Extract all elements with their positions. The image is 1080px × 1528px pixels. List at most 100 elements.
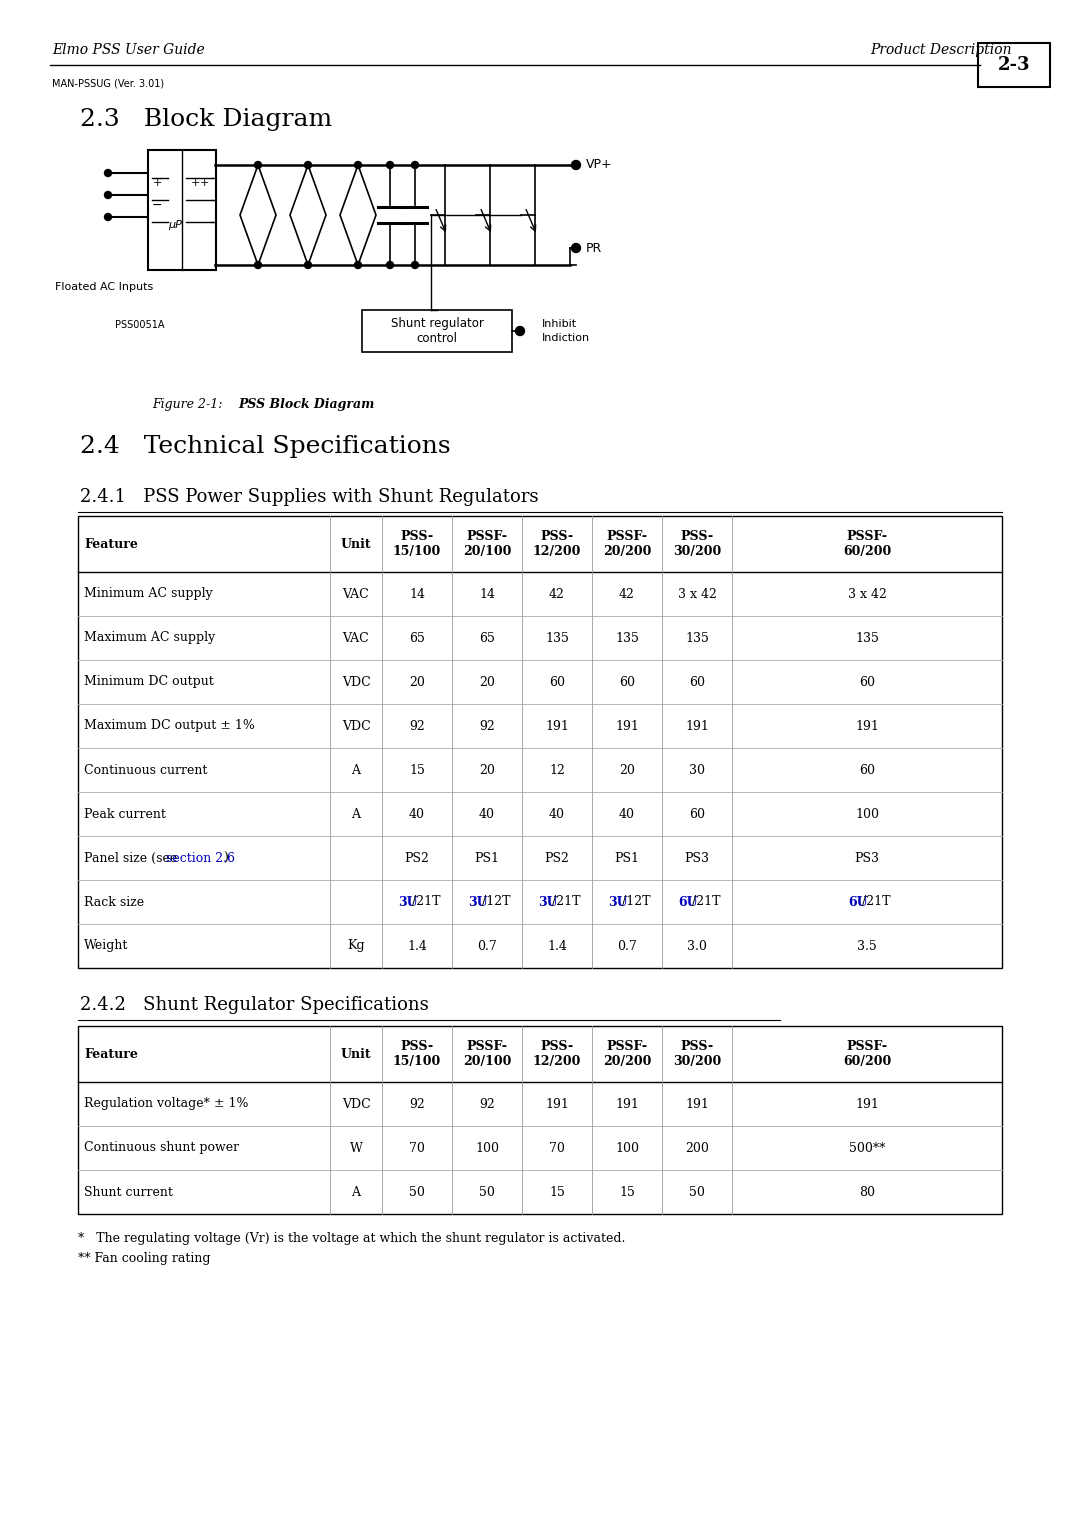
Text: PS2: PS2 bbox=[544, 851, 569, 865]
Text: Floated AC Inputs: Floated AC Inputs bbox=[55, 283, 153, 292]
Text: +: + bbox=[200, 177, 208, 188]
Text: PSSF-: PSSF- bbox=[607, 530, 648, 544]
Text: 80: 80 bbox=[859, 1186, 875, 1198]
Text: Rack size: Rack size bbox=[84, 895, 144, 909]
Text: Feature: Feature bbox=[84, 1048, 138, 1060]
Text: 0.7: 0.7 bbox=[477, 940, 497, 952]
Text: 0.7: 0.7 bbox=[617, 940, 637, 952]
Text: 92: 92 bbox=[480, 1097, 495, 1111]
Text: +: + bbox=[152, 177, 162, 188]
Circle shape bbox=[411, 162, 419, 168]
Text: W: W bbox=[350, 1141, 363, 1155]
Text: PSSF-: PSSF- bbox=[847, 1041, 888, 1053]
Text: 60: 60 bbox=[689, 675, 705, 689]
Text: VDC: VDC bbox=[341, 675, 370, 689]
Text: 92: 92 bbox=[409, 720, 424, 732]
Text: 50: 50 bbox=[409, 1186, 424, 1198]
Text: 42: 42 bbox=[619, 587, 635, 601]
Text: Figure 2-1:: Figure 2-1: bbox=[152, 397, 227, 411]
Text: 3.0: 3.0 bbox=[687, 940, 707, 952]
Text: Continuous shunt power: Continuous shunt power bbox=[84, 1141, 239, 1155]
Text: PSSF-: PSSF- bbox=[467, 530, 508, 544]
Text: 2.3   Block Diagram: 2.3 Block Diagram bbox=[80, 108, 333, 131]
Text: 100: 100 bbox=[615, 1141, 639, 1155]
Circle shape bbox=[305, 261, 311, 269]
Text: +: + bbox=[190, 177, 200, 188]
Text: 2-3: 2-3 bbox=[998, 57, 1030, 73]
Text: 191: 191 bbox=[855, 1097, 879, 1111]
Bar bbox=[362, 310, 512, 351]
Text: 60/200: 60/200 bbox=[842, 1054, 891, 1068]
Text: PSSF-: PSSF- bbox=[467, 1041, 508, 1053]
Text: 60: 60 bbox=[859, 764, 875, 776]
Text: PS1: PS1 bbox=[615, 851, 639, 865]
Text: PS3: PS3 bbox=[685, 851, 710, 865]
Text: 92: 92 bbox=[480, 720, 495, 732]
Text: Unit: Unit bbox=[340, 538, 372, 550]
Circle shape bbox=[354, 261, 362, 269]
Text: 15: 15 bbox=[409, 764, 424, 776]
Text: 40: 40 bbox=[480, 807, 495, 821]
Text: 20: 20 bbox=[409, 675, 424, 689]
Text: 65: 65 bbox=[480, 631, 495, 645]
Text: Shunt regulator
control: Shunt regulator control bbox=[391, 316, 484, 345]
Text: 40: 40 bbox=[549, 807, 565, 821]
Text: 191: 191 bbox=[685, 720, 708, 732]
Text: 6U: 6U bbox=[848, 895, 868, 909]
Text: PR: PR bbox=[586, 241, 603, 255]
Text: 191: 191 bbox=[616, 1097, 639, 1111]
Text: 3.5: 3.5 bbox=[858, 940, 877, 952]
Bar bbox=[78, 1025, 1002, 1215]
Text: 3U: 3U bbox=[608, 895, 627, 909]
Text: Continuous current: Continuous current bbox=[84, 764, 207, 776]
Circle shape bbox=[105, 191, 111, 199]
Text: Inhibit: Inhibit bbox=[542, 319, 577, 329]
Text: 191: 191 bbox=[685, 1097, 708, 1111]
Text: PSS-: PSS- bbox=[401, 530, 433, 544]
Text: PS2: PS2 bbox=[405, 851, 430, 865]
Text: 14: 14 bbox=[409, 587, 426, 601]
Circle shape bbox=[105, 170, 111, 177]
Text: PSS Block Diagram: PSS Block Diagram bbox=[238, 397, 375, 411]
Text: 40: 40 bbox=[409, 807, 426, 821]
Text: 60: 60 bbox=[689, 807, 705, 821]
Text: PSS0051A: PSS0051A bbox=[114, 319, 164, 330]
Text: Peak current: Peak current bbox=[84, 807, 166, 821]
Text: /12T: /12T bbox=[482, 895, 510, 909]
Text: 6U: 6U bbox=[678, 895, 698, 909]
Text: PSSF-: PSSF- bbox=[847, 530, 888, 544]
Text: μP: μP bbox=[168, 220, 181, 231]
Circle shape bbox=[387, 261, 393, 269]
Text: 2.4   Technical Specifications: 2.4 Technical Specifications bbox=[80, 435, 450, 458]
Text: 60: 60 bbox=[859, 675, 875, 689]
Text: VP+: VP+ bbox=[586, 159, 612, 171]
Text: VDC: VDC bbox=[341, 720, 370, 732]
Text: 100: 100 bbox=[475, 1141, 499, 1155]
Text: 15: 15 bbox=[619, 1186, 635, 1198]
Circle shape bbox=[255, 261, 261, 269]
Text: 200: 200 bbox=[685, 1141, 708, 1155]
Text: /21T: /21T bbox=[692, 895, 720, 909]
Circle shape bbox=[515, 327, 525, 336]
Text: PS3: PS3 bbox=[854, 851, 879, 865]
Text: 20/200: 20/200 bbox=[603, 1054, 651, 1068]
Text: −: − bbox=[152, 199, 162, 211]
Text: /21T: /21T bbox=[552, 895, 580, 909]
Text: 191: 191 bbox=[855, 720, 879, 732]
Text: Maximum DC output ± 1%: Maximum DC output ± 1% bbox=[84, 720, 255, 732]
Text: 70: 70 bbox=[549, 1141, 565, 1155]
Text: 20: 20 bbox=[480, 675, 495, 689]
Text: ): ) bbox=[224, 851, 228, 865]
Text: PSSF-: PSSF- bbox=[607, 1041, 648, 1053]
Text: ** Fan cooling rating: ** Fan cooling rating bbox=[78, 1251, 211, 1265]
Text: Feature: Feature bbox=[84, 538, 138, 550]
Text: A: A bbox=[351, 1186, 361, 1198]
Text: PSS-: PSS- bbox=[680, 530, 714, 544]
Text: MAN-PSSUG (Ver. 3.01): MAN-PSSUG (Ver. 3.01) bbox=[52, 79, 164, 89]
Text: PSS-: PSS- bbox=[401, 1041, 433, 1053]
Text: 12/200: 12/200 bbox=[532, 544, 581, 558]
Circle shape bbox=[571, 160, 581, 170]
Text: PSS-: PSS- bbox=[540, 530, 573, 544]
Text: /12T: /12T bbox=[622, 895, 650, 909]
Text: 3 x 42: 3 x 42 bbox=[848, 587, 887, 601]
